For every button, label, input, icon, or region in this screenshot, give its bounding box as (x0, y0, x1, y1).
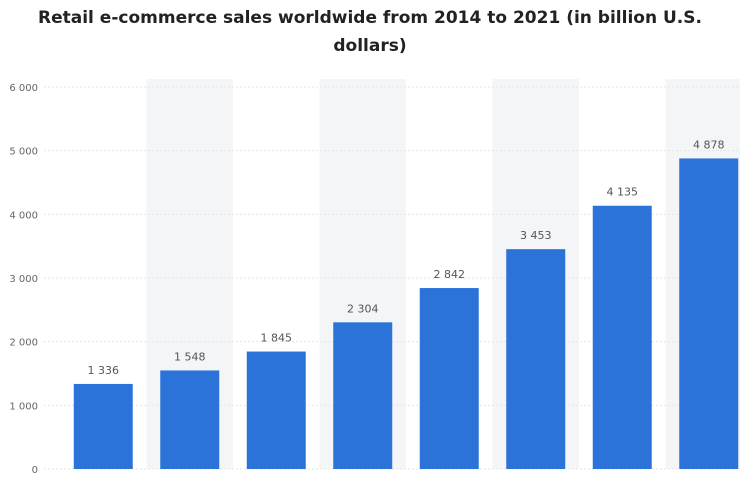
y-tick-label: 3 000 (9, 274, 38, 285)
y-axis-ticks: 0 1 000 2 000 3 000 4 000 5 000 6 000 (9, 83, 38, 476)
bar-2018[interactable] (419, 288, 479, 469)
data-label-2021: 4 878 (693, 138, 725, 151)
bar-2017[interactable] (333, 322, 393, 469)
bar-2021[interactable] (679, 158, 739, 469)
y-tick-label: 5 000 (9, 147, 38, 158)
bar-2015[interactable] (160, 370, 220, 469)
bars (73, 158, 739, 469)
bar-2020[interactable] (592, 205, 652, 469)
y-tick-label: 6 000 (9, 83, 38, 94)
bar-2014[interactable] (73, 383, 133, 469)
data-label-2014: 1 336 (88, 364, 120, 377)
bar-2019[interactable] (506, 249, 566, 469)
y-tick-label: 2 000 (9, 338, 38, 349)
data-label-2015: 1 548 (174, 350, 206, 363)
data-label-2017: 2 304 (347, 302, 379, 315)
bar-2016[interactable] (246, 351, 306, 469)
y-tick-label: 1 000 (9, 401, 38, 412)
data-label-2019: 3 453 (520, 229, 552, 242)
y-tick-label: 0 (32, 465, 38, 476)
y-tick-label: 4 000 (9, 210, 38, 221)
data-labels: 1 336 1 548 1 845 2 304 2 842 3 453 4 135 4 878 (88, 138, 725, 377)
data-label-2016: 1 845 (261, 332, 293, 345)
data-label-2018: 2 842 (434, 268, 466, 281)
chart-title: Retail e-commerce sales worldwide from 2… (38, 8, 702, 56)
data-label-2020: 4 135 (607, 186, 639, 199)
